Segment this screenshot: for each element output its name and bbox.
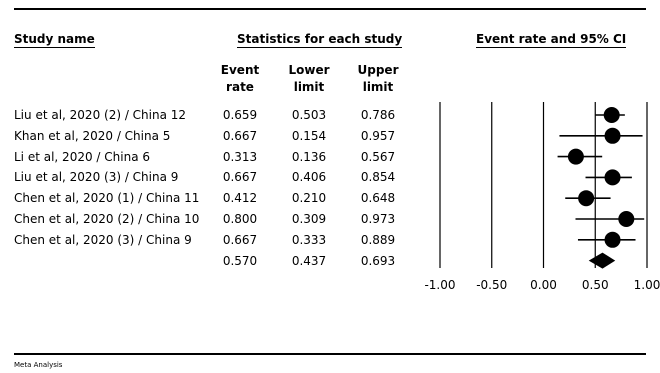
- event-rate-value: 0.800: [222, 212, 258, 226]
- x-tick-label: 0.00: [530, 278, 557, 292]
- top-rule: [14, 8, 646, 10]
- summary-diamond: [588, 252, 616, 269]
- lower-limit-value: 0.309: [291, 212, 327, 226]
- summary-upper-limit: 0.693: [360, 253, 396, 268]
- point-estimate: [618, 211, 635, 227]
- study-name: Chen et al, 2020 (1) / China 11: [14, 191, 200, 206]
- upper-limit-value: 0.786: [360, 108, 396, 122]
- upper-limit-value: 0.973: [360, 212, 396, 226]
- statistics-header: Statistics for each study: [237, 32, 403, 48]
- event-rate-col-header-line2: rate: [226, 80, 254, 94]
- lower-limit-col-header-line1: Lower: [288, 63, 330, 77]
- lower-limit-value: 0.503: [291, 108, 327, 122]
- point-estimate: [604, 127, 621, 144]
- bottom-rule: [14, 353, 646, 355]
- study-name: Liu et al, 2020 (3) / China 9: [14, 170, 179, 185]
- study-name: Khan et al, 2020 / China 5: [14, 128, 171, 143]
- upper-limit-col-header-line2: limit: [362, 80, 394, 94]
- upper-limit-value: 0.889: [360, 232, 396, 247]
- study-name-header: Study name: [14, 32, 95, 48]
- point-estimate: [567, 148, 584, 165]
- summary-lower-limit: 0.437: [291, 253, 327, 268]
- event-rate-col-header: Event rate: [213, 62, 267, 96]
- study-name: Li et al, 2020 / China 6: [14, 149, 150, 164]
- event-rate-col-header-line1: Event: [220, 63, 260, 77]
- lower-limit-value: 0.210: [291, 191, 327, 206]
- footer-label: Meta Analysis: [14, 361, 63, 369]
- study-name: Chen et al, 2020 (3) / China 9: [14, 232, 192, 247]
- lower-limit-value: 0.154: [291, 128, 327, 143]
- x-tick-label: -1.00: [424, 278, 455, 292]
- upper-limit-value: 0.567: [360, 149, 396, 164]
- study-name: Liu et al, 2020 (2) / China 12: [14, 108, 187, 122]
- upper-limit-value: 0.854: [360, 170, 396, 185]
- event-rate-value: 0.667: [222, 232, 258, 247]
- event-rate-value: 0.667: [222, 128, 258, 143]
- lower-limit-value: 0.333: [291, 232, 327, 247]
- summary-event-rate: 0.570: [222, 253, 258, 268]
- lower-limit-value: 0.406: [291, 170, 327, 185]
- upper-limit-value: 0.957: [360, 128, 396, 143]
- point-estimate: [578, 190, 595, 207]
- upper-limit-col-header: Upper limit: [351, 62, 405, 96]
- upper-limit-col-header-line1: Upper: [357, 63, 399, 77]
- lower-limit-col-header-line2: limit: [293, 80, 325, 94]
- x-tick-label: 1.00: [634, 278, 660, 292]
- point-estimate: [604, 169, 621, 186]
- event-rate-ci-header: Event rate and 95% CI: [476, 32, 627, 48]
- event-rate-value: 0.667: [222, 170, 258, 185]
- upper-limit-value: 0.648: [360, 191, 396, 206]
- study-name: Chen et al, 2020 (2) / China 10: [14, 212, 200, 226]
- event-rate-value: 0.659: [222, 108, 258, 122]
- point-estimate: [604, 231, 621, 248]
- x-tick-label: 0.50: [582, 278, 609, 292]
- event-rate-value: 0.412: [222, 191, 258, 206]
- point-estimate: [603, 107, 620, 123]
- x-tick-label: -0.50: [476, 278, 507, 292]
- lower-limit-col-header: Lower limit: [282, 62, 336, 96]
- event-rate-value: 0.313: [222, 149, 258, 164]
- lower-limit-value: 0.136: [291, 149, 327, 164]
